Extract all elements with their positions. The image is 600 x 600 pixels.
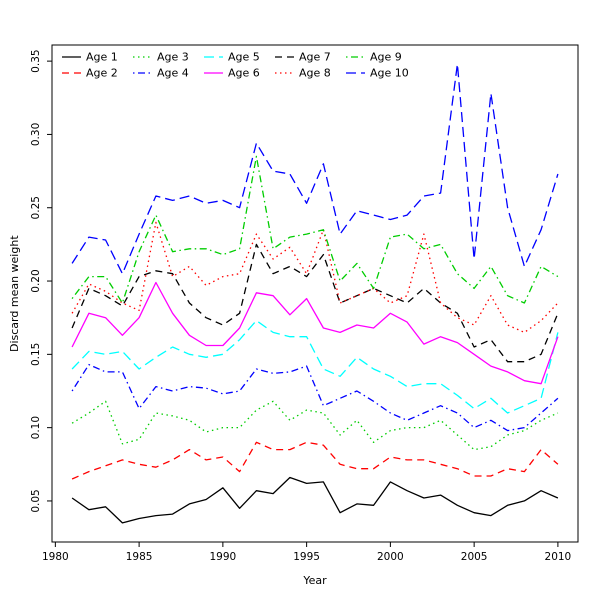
series-line-age-7 — [71, 243, 559, 363]
x-tick-label: 1980 — [42, 551, 69, 563]
legend-label: Age 1 — [86, 51, 118, 64]
legend-item-age-6: Age 6 — [204, 67, 260, 80]
legend-label: Age 4 — [157, 67, 189, 80]
legend-label: Age 3 — [157, 51, 189, 64]
y-axis-title: Discard mean weight — [8, 235, 21, 352]
x-tick-label: 2010 — [545, 551, 572, 563]
x-tick-label: 2000 — [377, 551, 404, 563]
series-line-age-10 — [71, 63, 559, 275]
x-tick-label: 2005 — [461, 551, 488, 563]
legend-item-age-7: Age 7 — [275, 51, 331, 64]
x-axis-title: Year — [303, 574, 327, 587]
x-tick-label: 1985 — [126, 551, 153, 563]
series-line-age-9 — [71, 155, 559, 304]
legend-item-age-8: Age 8 — [275, 67, 331, 80]
series-line-age-8 — [71, 221, 559, 334]
series-line-age-1 — [71, 476, 559, 524]
legend: Age 1 Age 2 Age 3 Age 4 Age 5 Age 6 Age 7 Age 8… — [62, 51, 409, 80]
legend-item-age-3: Age 3 — [133, 51, 189, 64]
y-tick-label: 0.35 — [30, 49, 42, 72]
legend-item-age-5: Age 5 — [204, 51, 260, 64]
legend-item-age-2: Age 2 — [62, 67, 118, 80]
legend-label: Age 5 — [228, 51, 260, 64]
y-tick-label: 0.30 — [30, 123, 42, 146]
series-line-age-3 — [71, 400, 559, 451]
legend-label: Age 7 — [299, 51, 331, 64]
y-tick-label: 0.20 — [30, 269, 42, 292]
series-line-age-2 — [71, 441, 559, 480]
y-tick-label: 0.25 — [30, 196, 42, 219]
y-tick-label: 0.15 — [30, 343, 42, 366]
legend-item-age-4: Age 4 — [133, 67, 189, 80]
legend-item-age-10: Age 10 — [346, 67, 409, 80]
legend-label: Age 2 — [86, 67, 118, 80]
x-tick-label: 1995 — [293, 551, 320, 563]
legend-label: Age 8 — [299, 67, 331, 80]
x-tick-label: 1990 — [209, 551, 236, 563]
legend-label: Age 6 — [228, 67, 260, 80]
y-tick-label: 0.05 — [30, 489, 42, 512]
legend-item-age-9: Age 9 — [346, 51, 402, 64]
series-line-age-6 — [71, 281, 559, 385]
series-line-age-5 — [71, 319, 559, 414]
legend-label: Age 9 — [370, 51, 402, 64]
series-line-age-4 — [71, 363, 559, 432]
legend-label: Age 10 — [370, 67, 409, 80]
legend-item-age-1: Age 1 — [62, 51, 118, 64]
y-tick-label: 0.10 — [30, 416, 42, 439]
plot-frame — [51, 44, 579, 543]
